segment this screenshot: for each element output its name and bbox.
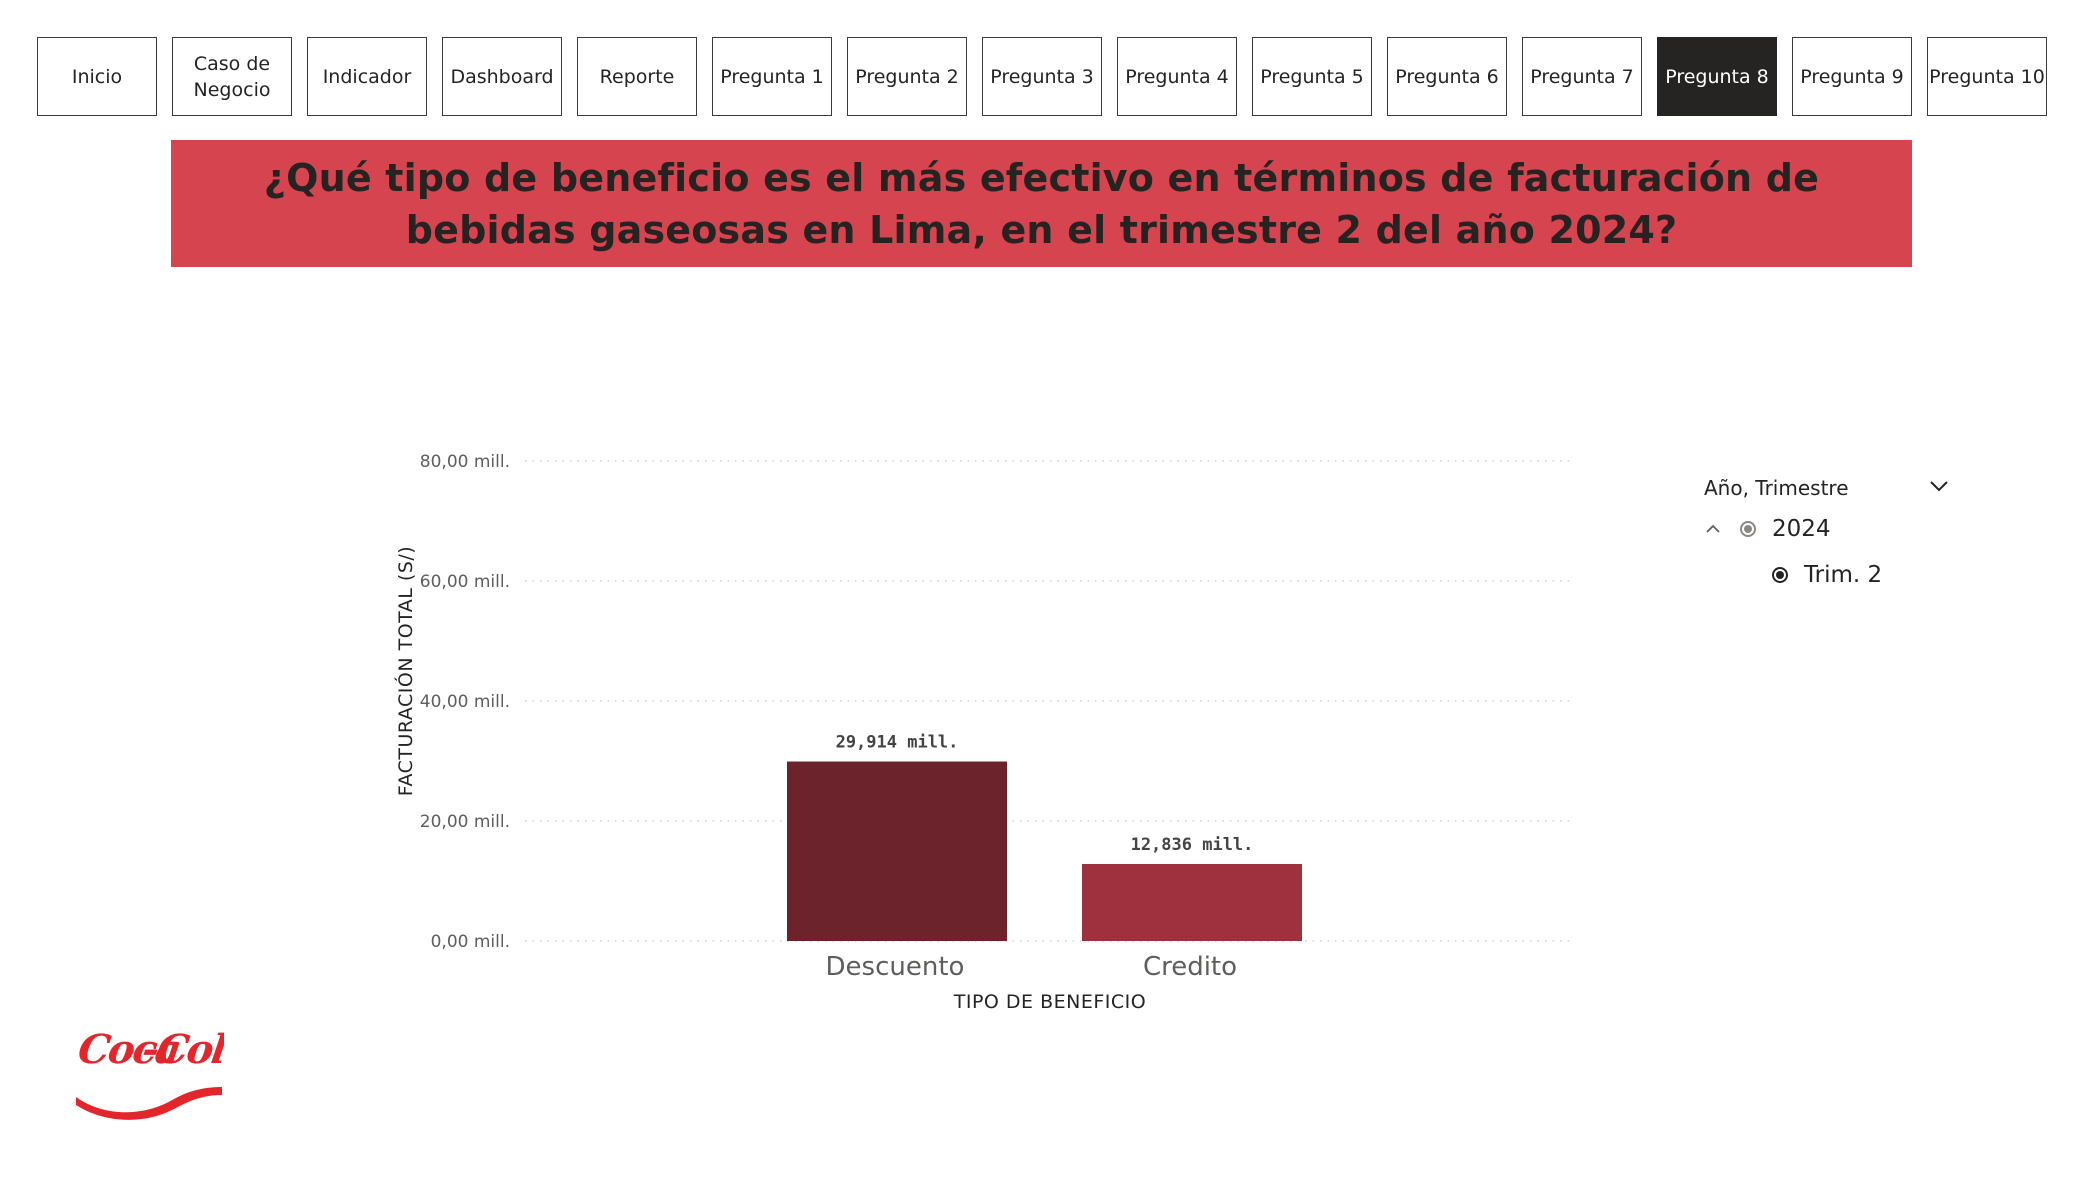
nav-button-pregunta-3[interactable]: Pregunta 3: [982, 37, 1102, 116]
year-radio[interactable]: [1740, 521, 1756, 537]
y-tick-label: 40,00 mill.: [420, 692, 510, 712]
x-axis-title: TIPO DE BENEFICIO: [953, 991, 1146, 1013]
data-label: 12,836 mill.: [1131, 835, 1254, 855]
page-navigation: Inicio Caso de Negocio Indicador Dashboard R…: [0, 0, 2075, 120]
nav-button-pregunta-6[interactable]: Pregunta 6: [1387, 37, 1507, 116]
nav-button-dashboard[interactable]: Dashboard: [442, 37, 562, 116]
chevron-up-icon[interactable]: [1704, 522, 1722, 536]
svg-text:-Cola: -Cola: [139, 1026, 224, 1073]
y-tick-label: 80,00 mill.: [420, 452, 510, 472]
svg-text:Coca: Coca: [75, 1026, 182, 1073]
x-tick-label: Descuento: [826, 952, 965, 982]
nav-button-pregunta-9[interactable]: Pregunta 9: [1792, 37, 1912, 116]
nav-button-indicador[interactable]: Indicador: [307, 37, 427, 116]
nav-button-caso-de-negocio[interactable]: Caso de Negocio: [172, 37, 292, 116]
slicer-title: Año, Trimestre: [1704, 476, 1849, 500]
year-label: 2024: [1772, 516, 1831, 542]
nav-button-pregunta-4[interactable]: Pregunta 4: [1117, 37, 1237, 116]
slicer-item-year[interactable]: 2024: [1704, 516, 1831, 542]
question-banner: ¿Qué tipo de beneficio es el más efectiv…: [171, 140, 1912, 267]
slicer-item-quarter[interactable]: Trim. 2: [1772, 562, 1882, 588]
chevron-down-icon[interactable]: [1928, 478, 1950, 494]
bar-descuento: [787, 761, 1007, 941]
bar-credito: [1082, 863, 1302, 941]
quarter-label: Trim. 2: [1804, 562, 1883, 588]
nav-button-pregunta-7[interactable]: Pregunta 7: [1522, 37, 1642, 116]
x-tick-label: Credito: [1143, 952, 1237, 982]
nav-button-reporte[interactable]: Reporte: [577, 37, 697, 116]
quarter-radio[interactable]: [1772, 567, 1788, 583]
nav-button-pregunta-5[interactable]: Pregunta 5: [1252, 37, 1372, 116]
nav-button-pregunta-10[interactable]: Pregunta 10: [1927, 37, 2047, 116]
coca-cola-logo: Coca -Cola: [75, 1026, 224, 1120]
nav-button-pregunta-2[interactable]: Pregunta 2: [847, 37, 967, 116]
nav-button-pregunta-1[interactable]: Pregunta 1: [712, 37, 832, 116]
y-tick-label: 0,00 mill.: [431, 932, 510, 952]
nav-button-inicio[interactable]: Inicio: [37, 37, 157, 116]
y-axis-title: FACTURACIÓN TOTAL (S/): [393, 546, 417, 796]
data-label: 29,914 mill.: [836, 733, 959, 753]
y-tick-label: 20,00 mill.: [420, 812, 510, 832]
y-tick-label: 60,00 mill.: [420, 572, 510, 592]
nav-button-pregunta-8[interactable]: Pregunta 8: [1657, 37, 1777, 116]
question-title: ¿Qué tipo de beneficio es el más efectiv…: [263, 155, 1820, 252]
year-quarter-slicer[interactable]: Año, Trimestre 2024 Trim. 2: [1700, 470, 1960, 600]
